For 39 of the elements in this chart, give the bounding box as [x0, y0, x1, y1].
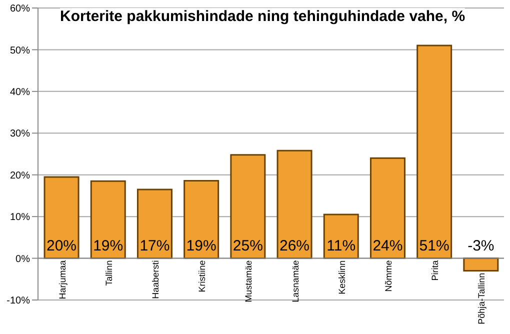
y-tick-label: 40% — [10, 86, 30, 98]
data-label: 17% — [140, 237, 170, 254]
data-label: 26% — [280, 237, 310, 254]
data-label: 19% — [93, 237, 124, 254]
x-tick-label: Mustamäe — [244, 260, 254, 302]
y-tick-label: 50% — [10, 45, 30, 56]
data-label: 51% — [419, 237, 450, 254]
y-tick-label: 10% — [10, 212, 30, 224]
data-label: 25% — [232, 237, 263, 254]
y-tick-label: -10% — [6, 296, 30, 307]
y-tick-label: 0% — [16, 254, 30, 265]
x-tick-label: Haabersti — [150, 260, 160, 299]
data-label: -3% — [468, 237, 494, 254]
x-tick-label: Lasnamäe — [290, 260, 300, 302]
chart-title: Korterite pakkumishindade ning tehinguhindade vahe, % — [60, 8, 466, 25]
bar — [230, 154, 266, 260]
bar — [323, 214, 359, 260]
x-tick-label: Tallinn — [104, 260, 114, 286]
bar — [463, 258, 499, 272]
x-tick-label: Põhja-Tallinn — [476, 272, 487, 324]
bar — [44, 176, 80, 260]
data-label: 24% — [372, 237, 403, 254]
data-label: 19% — [186, 237, 216, 254]
bar — [90, 180, 126, 260]
bar — [276, 150, 312, 260]
bar — [416, 44, 452, 260]
y-tick-label: 30% — [10, 128, 30, 140]
x-tick-label: Kristiine — [197, 260, 208, 292]
bar — [184, 180, 220, 260]
bar — [136, 188, 172, 260]
x-tick-label: Nõmme — [384, 260, 394, 292]
bar — [370, 157, 406, 260]
data-label: 11% — [326, 237, 356, 254]
x-tick-label: Kesklinn — [336, 260, 347, 294]
y-tick-label: 20% — [10, 170, 30, 182]
data-label: 20% — [46, 237, 77, 254]
x-tick-label: Pirita — [430, 260, 440, 281]
y-tick-label: 60% — [10, 4, 30, 15]
x-tick-label: Harjumaa — [57, 260, 68, 300]
